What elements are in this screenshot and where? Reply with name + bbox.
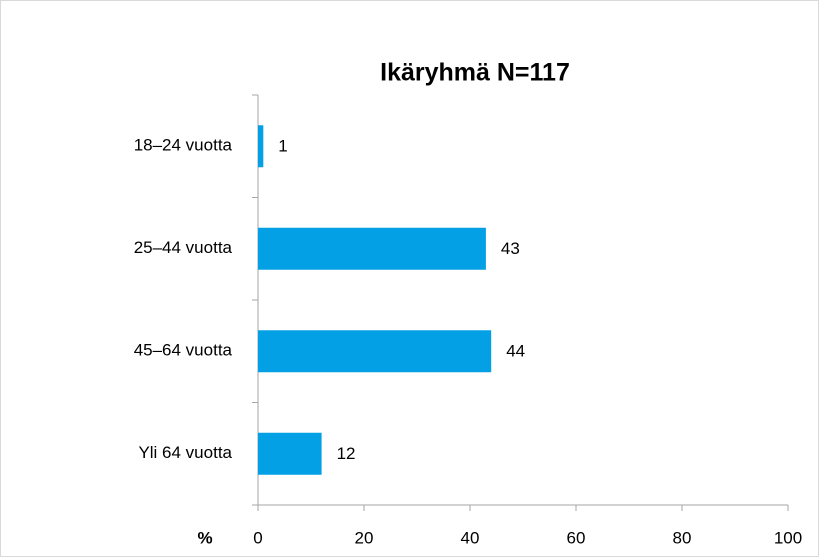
- data-label: 43: [501, 239, 520, 258]
- x-tick-label: 80: [673, 528, 692, 547]
- x-axis-label: %: [197, 528, 212, 547]
- y-tick-label: 45–64 vuotta: [134, 341, 233, 360]
- bar: [258, 125, 264, 168]
- y-tick-label: 25–44 vuotta: [134, 238, 233, 257]
- x-tick-label: 100: [774, 528, 802, 547]
- x-tick-label: 0: [253, 528, 262, 547]
- x-tick-label: 20: [355, 528, 374, 547]
- chart-title: Ikäryhmä N=117: [380, 59, 570, 87]
- bar: [258, 330, 492, 373]
- data-label: 12: [337, 444, 356, 463]
- bar: [258, 227, 486, 270]
- data-label: 1: [278, 137, 287, 156]
- y-tick-label: 18–24 vuotta: [134, 136, 233, 155]
- x-tick-label: 60: [567, 528, 586, 547]
- x-tick-label: 40: [461, 528, 480, 547]
- data-label: 44: [506, 342, 525, 361]
- y-tick-label: Yli 64 vuotta: [138, 443, 232, 462]
- bar: [258, 432, 322, 475]
